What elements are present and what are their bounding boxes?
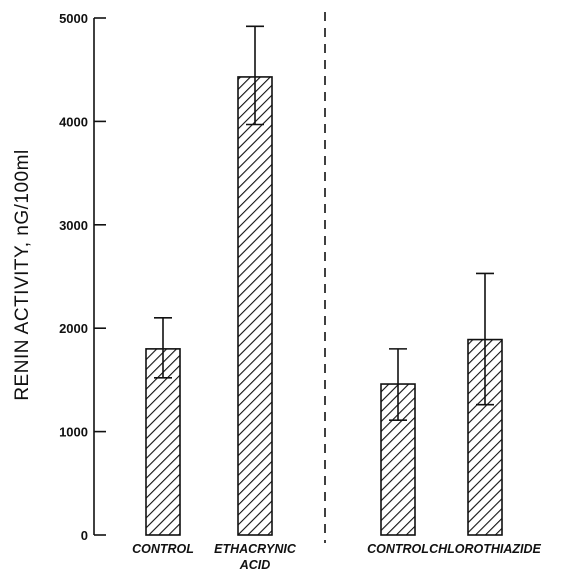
y-axis: 0 1000 2000 3000 4000 5000 <box>59 11 106 543</box>
bar-group <box>380 348 416 536</box>
y-tick-label: 4000 <box>59 114 88 129</box>
category-label: ETHACRYNIC <box>214 542 297 556</box>
category-label: CONTROL <box>367 542 429 556</box>
category-label: CHLOROTHIAZIDE <box>429 542 541 556</box>
bar-group <box>237 25 273 536</box>
y-tick-label: 0 <box>81 528 88 543</box>
bar <box>237 76 273 536</box>
category-label: CONTROL <box>132 542 194 556</box>
bar-group <box>467 272 503 536</box>
y-tick-label: 2000 <box>59 321 88 336</box>
y-tick-label: 1000 <box>59 425 88 440</box>
bars <box>145 25 503 536</box>
y-axis-title: RENIN ACTIVITY, nG/100ml <box>12 149 33 400</box>
y-tick-label: 5000 <box>59 11 88 26</box>
category-label: ACID <box>239 558 271 572</box>
bar-group <box>145 317 181 536</box>
y-axis-ticks: 0 1000 2000 3000 4000 5000 <box>59 11 106 543</box>
y-tick-label: 3000 <box>59 218 88 233</box>
